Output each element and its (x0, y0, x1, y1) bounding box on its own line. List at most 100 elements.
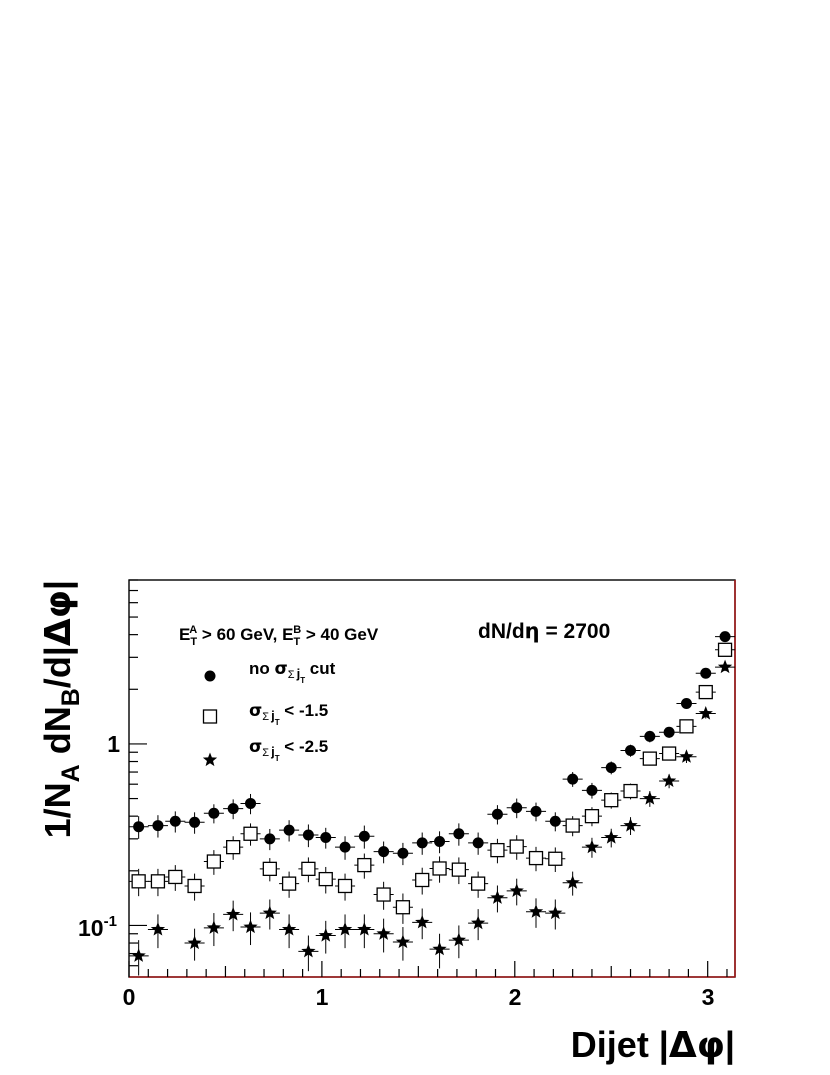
marker-circle (605, 762, 617, 774)
data-point-filled-circle (279, 820, 300, 842)
marker-square (490, 842, 505, 858)
data-point-filled-star (525, 898, 547, 928)
marker-square (376, 887, 391, 902)
marker-square (509, 839, 524, 854)
marker-star (565, 875, 580, 889)
marker-circle (152, 820, 164, 832)
marker-star (301, 943, 316, 958)
data-point-open-square (165, 865, 186, 891)
marker-square (395, 900, 411, 915)
data-point-filled-circle (487, 805, 508, 825)
marker-circle (378, 846, 390, 858)
data-point-filled-circle (620, 744, 641, 757)
marker-square (717, 642, 733, 657)
data-point-filled-circle (298, 824, 319, 848)
marker-square (337, 878, 353, 894)
data-point-open-square (506, 835, 527, 860)
data-point-open-square (620, 783, 641, 800)
data-point-open-square (335, 873, 356, 901)
data-points (128, 631, 736, 976)
data-point-filled-star (184, 928, 205, 961)
marker-circle (358, 830, 370, 842)
marker-circle (245, 797, 257, 809)
x-axis-ticks (128, 961, 728, 977)
marker-square (357, 857, 372, 873)
data-point-open-square (639, 751, 660, 766)
data-point-filled-circle (147, 815, 168, 838)
marker-star (206, 920, 222, 934)
marker-square (187, 878, 202, 894)
marker-star (717, 659, 733, 674)
marker-star (415, 914, 430, 929)
legend: no σΣ jT cut σΣ jT < -1.5 σΣ jT < -2.5 (202, 659, 336, 767)
multiplicity-annotation: dN/dη = 2700 (478, 619, 610, 643)
data-point-filled-circle (240, 793, 261, 815)
data-point-filled-circle (259, 828, 280, 851)
data-point-filled-circle (506, 798, 527, 819)
data-point-filled-star (259, 899, 280, 930)
data-point-filled-star (659, 773, 680, 789)
marker-square (432, 861, 447, 876)
data-point-filled-circle (128, 816, 149, 839)
data-point-filled-circle (335, 836, 356, 860)
data-point-filled-circle (429, 831, 450, 854)
marker-star (226, 906, 241, 921)
marker-circle (264, 833, 276, 845)
marker-circle (680, 698, 692, 710)
marker-square (318, 871, 333, 887)
data-point-open-square (659, 746, 680, 761)
marker-circle (625, 745, 637, 757)
marker-star (509, 883, 524, 897)
marker-star (623, 818, 638, 832)
data-point-filled-star (506, 878, 527, 906)
marker-star (661, 773, 677, 788)
x-tick-label-1: 1 (316, 984, 329, 1010)
marker-star (357, 921, 372, 936)
data-point-open-square (223, 836, 244, 860)
marker-star (318, 928, 333, 942)
data-point-open-square (279, 871, 300, 898)
data-point-open-square (315, 866, 336, 894)
marker-circle (511, 802, 523, 814)
y-tick-label-0.1: 10-1 (78, 913, 117, 941)
data-point-open-square (203, 850, 224, 875)
data-point-filled-star (715, 659, 736, 674)
marker-star (642, 791, 657, 805)
marker-star (131, 948, 146, 962)
marker-circle (189, 816, 201, 828)
data-point-open-square (468, 871, 489, 898)
data-point-filled-star (429, 933, 450, 969)
data-point-open-square (695, 684, 716, 700)
data-point-filled-circle (315, 827, 336, 849)
data-point-open-square (562, 816, 583, 837)
marker-circle (302, 829, 314, 841)
data-point-filled-star (562, 871, 583, 896)
marker-square (451, 862, 467, 877)
data-point-filled-circle (373, 841, 394, 864)
marker-square (415, 872, 430, 888)
data-point-filled-star (354, 914, 375, 949)
marker-star (548, 905, 563, 920)
data-point-filled-circle (715, 631, 736, 643)
marker-circle (567, 773, 579, 785)
marker-star (490, 890, 505, 904)
cut-annotation: ETA > 60 GeV, ETB > 40 GeV (179, 624, 379, 648)
data-point-filled-star (203, 913, 224, 947)
marker-circle (416, 837, 428, 849)
data-point-open-square (487, 838, 508, 864)
y-axis-ticks (129, 579, 147, 967)
marker-circle (530, 805, 542, 817)
data-point-open-square (147, 868, 168, 897)
data-point-filled-star (373, 918, 394, 953)
marker-star (376, 926, 391, 940)
marker-circle (208, 807, 220, 819)
marker-star (471, 915, 486, 930)
data-point-filled-star (468, 909, 489, 941)
data-point-filled-circle (412, 832, 433, 855)
data-point-filled-star (601, 828, 622, 848)
legend-marker-square (202, 709, 218, 724)
data-point-filled-circle (184, 812, 205, 834)
marker-star (584, 839, 600, 854)
data-point-open-square (412, 867, 433, 895)
